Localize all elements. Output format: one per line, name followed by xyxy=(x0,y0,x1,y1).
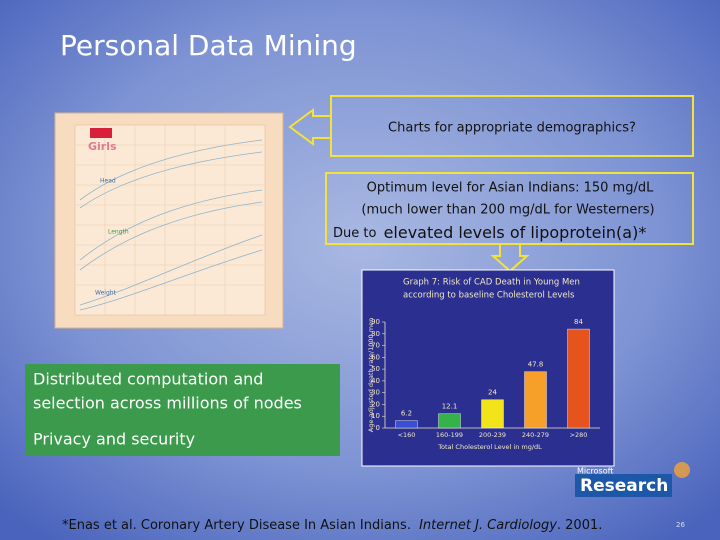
bar xyxy=(438,413,461,429)
value-label: 47.8 xyxy=(528,361,544,369)
risk-chart-y-label: Age-adjusted death rate/1000 men xyxy=(367,318,375,432)
x-tick-label: <160 xyxy=(398,431,416,439)
bar xyxy=(395,420,418,429)
y-tick-label: 40 xyxy=(371,377,380,385)
callout-text: Due to elevated levels of lipoprotein(a)… xyxy=(333,223,646,242)
y-tick-label: 70 xyxy=(371,342,380,350)
y-tick-label: 20 xyxy=(371,400,380,408)
bar xyxy=(524,371,547,429)
growth-chart-label: Weight xyxy=(95,290,117,297)
growth-chart-label: Length xyxy=(108,229,129,236)
footnote-text: . 2001. xyxy=(557,518,602,533)
growth-chart: Girls Head Length Weight xyxy=(54,112,284,329)
logo: Microsoft Research xyxy=(575,462,690,497)
page-number: 26 xyxy=(676,521,685,529)
growth-chart-label: Head xyxy=(100,178,116,185)
value-label: 6.2 xyxy=(401,410,412,418)
slide-title: Personal Data Mining xyxy=(60,29,357,62)
bar xyxy=(481,399,504,429)
footnote-italic: Internet J. Cardiology xyxy=(419,518,557,533)
logo-small: Microsoft xyxy=(577,467,613,476)
footnote: *Enas et al. Coronary Artery Disease In … xyxy=(62,518,602,533)
green-box xyxy=(25,364,340,456)
bar xyxy=(567,328,590,429)
callout-text: (much lower than 200 mg/dL for Westerner… xyxy=(361,203,654,218)
y-tick-label: 10 xyxy=(371,412,380,420)
x-tick-label: 240-279 xyxy=(522,431,549,439)
callout-text: Due to xyxy=(333,226,376,241)
risk-chart-x-label: Total Cholesterol Level in mg/dL xyxy=(437,443,542,451)
y-tick-label: 30 xyxy=(371,389,380,397)
risk-chart-title: Graph 7: Risk of CAD Death in Young Men xyxy=(403,278,580,288)
bullet-text: selection across millions of nodes xyxy=(33,394,302,413)
callout-text: Optimum level for Asian Indians: 150 mg/… xyxy=(367,181,654,196)
logo-large: Research xyxy=(580,476,668,496)
y-tick-label: 90 xyxy=(371,318,380,326)
callout-box xyxy=(325,172,694,245)
callout-emphasis: elevated levels of lipoprotein(a)* xyxy=(384,223,647,242)
risk-chart-title: according to baseline Cholesterol Levels xyxy=(403,291,575,301)
growth-chart-title: Girls xyxy=(88,140,117,153)
x-tick-label: >280 xyxy=(570,431,588,439)
bullet-text: Privacy and security xyxy=(33,430,195,449)
footnote-text: *Enas et al. Coronary Artery Disease In … xyxy=(62,518,411,533)
x-tick-label: 160-199 xyxy=(436,431,463,439)
y-tick-label: 0 xyxy=(376,424,380,432)
callout-text: Charts for appropriate demographics? xyxy=(388,121,636,136)
value-label: 12.1 xyxy=(442,403,458,411)
y-tick-label: 80 xyxy=(371,330,380,338)
x-tick-label: 200-239 xyxy=(479,431,506,439)
callout-box xyxy=(330,95,694,157)
value-label: 24 xyxy=(488,389,497,397)
y-tick-label: 50 xyxy=(371,365,380,373)
risk-chart: Graph 7: Risk of CAD Death in Young Men … xyxy=(361,269,615,467)
bullet-text: Distributed computation and xyxy=(33,370,263,389)
callout-arrow xyxy=(288,108,331,146)
value-label: 84 xyxy=(574,318,583,326)
y-tick-label: 60 xyxy=(371,353,380,361)
